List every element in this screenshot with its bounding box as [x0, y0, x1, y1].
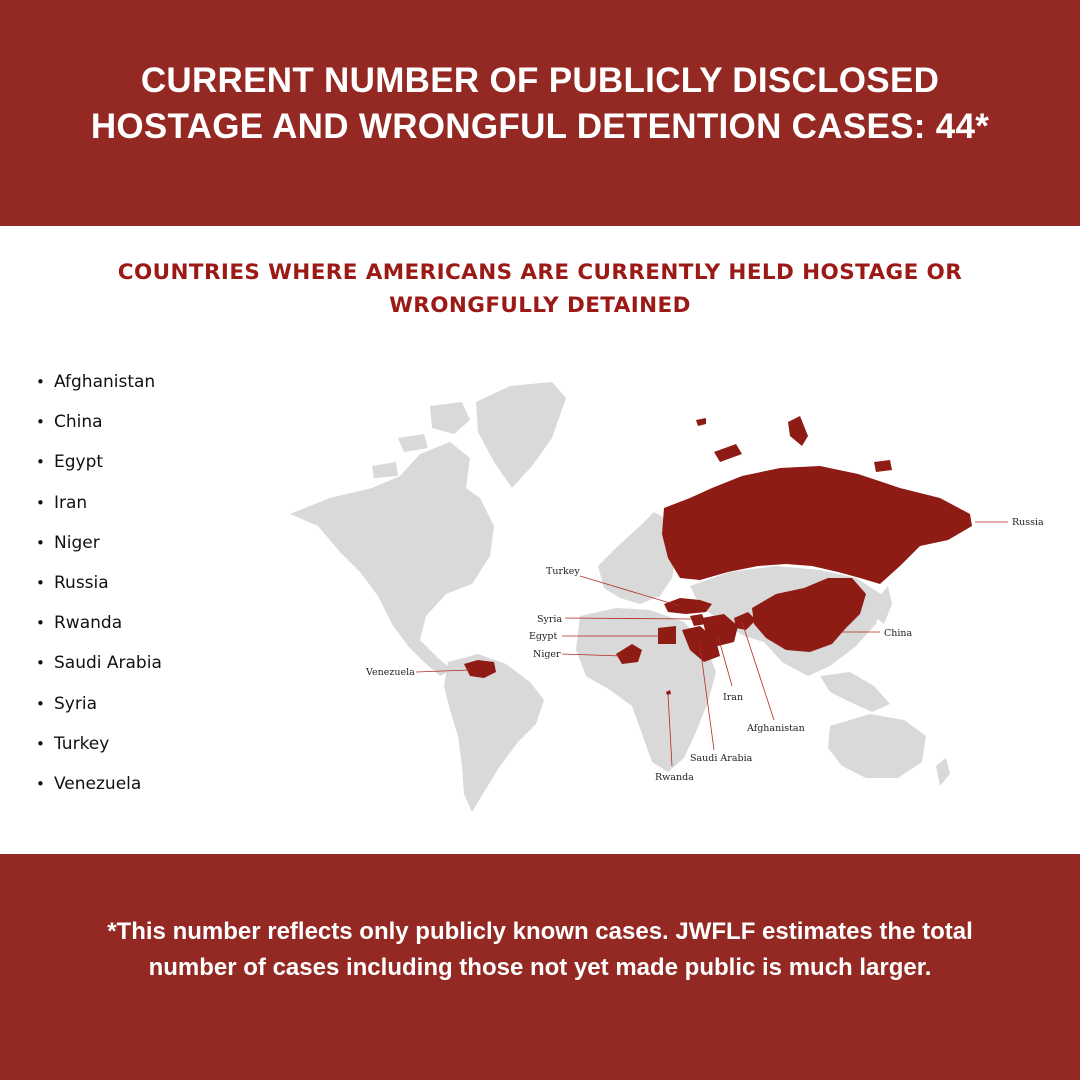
country-list-item: • China — [36, 407, 162, 447]
country-shape-egypt — [658, 626, 676, 644]
bullet-icon: • — [36, 453, 45, 472]
leader-line-niger — [561, 653, 623, 657]
country-shape-rwanda — [666, 690, 671, 695]
country-name: Venezuela — [54, 773, 142, 794]
country-name: Turkey — [54, 733, 110, 754]
header-banner: CURRENT NUMBER OF PUBLICLY DISCLOSED HOS… — [0, 0, 1080, 226]
map-labels: Russia Turkey Syria Egypt Niger Venezuel… — [365, 517, 1044, 783]
country-list-item: • Rwanda — [36, 608, 162, 648]
headline-line-2: HOSTAGE AND WRONGFUL DETENTION CASES: 44… — [90, 107, 990, 146]
bullet-icon: • — [36, 734, 45, 753]
bullet-icon: • — [36, 694, 45, 713]
leader-line-afghanistan — [741, 621, 775, 721]
land-australia — [828, 714, 926, 778]
country-name: Niger — [54, 532, 100, 553]
country-list-item: • Venezuela — [36, 769, 162, 809]
headline: CURRENT NUMBER OF PUBLICLY DISCLOSED HOS… — [20, 58, 1060, 150]
map-subtitle-line-2: WRONGFULLY DETAINED — [389, 293, 691, 318]
bullet-icon: • — [36, 614, 45, 633]
country-shape-russia — [662, 466, 972, 584]
country-list-item: • Afghanistan — [36, 367, 162, 407]
country-name: Afghanistan — [54, 372, 156, 392]
footnote-line-2: number of cases including those not yet … — [148, 954, 932, 981]
country-name: Iran — [54, 492, 88, 513]
country-shape-china — [752, 578, 866, 652]
map-label-niger: Niger — [533, 649, 561, 660]
country-list-item: • Russia — [36, 568, 162, 608]
map-label-afghanistan: Afghanistan — [746, 723, 805, 734]
map-subtitle: COUNTRIES WHERE AMERICANS ARE CURRENTLY … — [20, 256, 1060, 322]
base-land — [290, 382, 950, 812]
land-south-america — [444, 654, 544, 812]
map-label-iran: Iran — [723, 692, 743, 703]
country-shape-venezuela — [464, 660, 496, 678]
headline-line-1: CURRENT NUMBER OF PUBLICLY DISCLOSED — [140, 61, 940, 100]
country-name: Saudi Arabia — [54, 653, 162, 674]
bullet-icon: • — [36, 493, 45, 512]
land-japan — [876, 586, 892, 624]
bullet-icon: • — [36, 573, 45, 592]
map-label-turkey: Turkey — [546, 566, 580, 577]
land-southeast-asia — [820, 672, 890, 712]
leader-line-turkey — [579, 575, 681, 607]
country-name: Egypt — [54, 452, 104, 473]
country-name: Syria — [54, 693, 97, 714]
map-label-syria: Syria — [537, 614, 562, 625]
map-label-rwanda: Rwanda — [655, 772, 694, 783]
country-list-item: • Iran — [36, 488, 162, 528]
country-name: China — [54, 412, 103, 433]
country-list-item: • Turkey — [36, 729, 162, 769]
map-panel: COUNTRIES WHERE AMERICANS ARE CURRENTLY … — [0, 226, 1080, 854]
bullet-icon: • — [36, 654, 45, 673]
country-list-item: • Saudi Arabia — [36, 648, 162, 688]
land-greenland — [476, 382, 566, 488]
leader-line-syria — [564, 617, 693, 620]
bullet-icon: • — [36, 533, 45, 552]
country-shape-saudi-arabia — [682, 626, 720, 662]
map-label-china: China — [884, 628, 913, 639]
leader-lines — [415, 521, 1008, 767]
leader-line-rwanda — [667, 693, 673, 767]
country-shape-turkey — [664, 598, 712, 614]
land-europe — [598, 512, 676, 604]
map-label-russia: Russia — [1012, 517, 1044, 528]
leader-line-iran — [717, 635, 733, 687]
map-label-venezuela: Venezuela — [365, 667, 415, 678]
map-label-egypt: Egypt — [529, 631, 557, 642]
country-shape-syria — [690, 614, 706, 626]
country-name: Rwanda — [54, 613, 123, 634]
land-new-zealand — [936, 758, 950, 786]
world-map: Russia Turkey Syria Egypt Niger Venezuel… — [290, 382, 1044, 812]
leader-line-venezuela — [415, 669, 471, 673]
land-arctic-islands — [372, 402, 470, 478]
map-label-saudi-arabia: Saudi Arabia — [690, 753, 753, 764]
bullet-icon: • — [36, 774, 45, 793]
country-name: Russia — [54, 572, 109, 593]
map-subtitle-line-1: COUNTRIES WHERE AMERICANS ARE CURRENTLY … — [117, 260, 963, 285]
land-north-america — [290, 442, 494, 676]
footnote: *This number reflects only publicly know… — [20, 914, 1060, 986]
bullet-icon: • — [36, 373, 45, 391]
country-list-item: • Egypt — [36, 447, 162, 487]
country-list-item: • Niger — [36, 528, 162, 568]
bullet-icon: • — [36, 413, 45, 432]
footnote-line-1: *This number reflects only publicly know… — [107, 918, 973, 945]
country-shape-niger — [616, 644, 642, 664]
leader-line-saudi-arabia — [699, 645, 715, 751]
country-list-item: • Syria — [36, 689, 162, 729]
country-shape-afghanistan — [734, 612, 756, 630]
country-list: • Afghanistan • China • Egypt • Iran • Niger … — [36, 367, 162, 809]
highlighted-countries — [464, 416, 972, 695]
country-shape-russia-islands — [696, 416, 892, 472]
land-africa — [576, 608, 716, 772]
